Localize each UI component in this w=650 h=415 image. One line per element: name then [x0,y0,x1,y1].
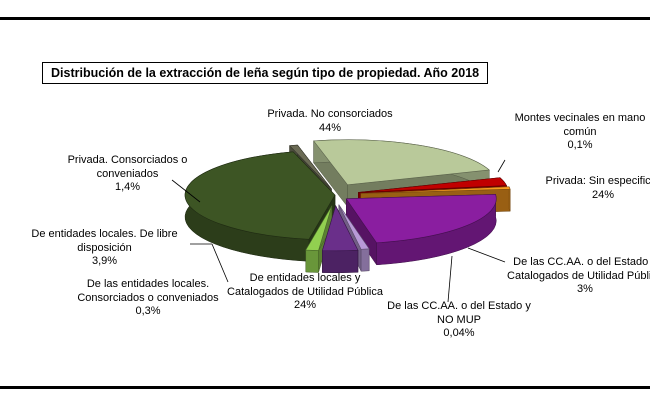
label-entidades-mup: De entidades locales y Catalogados de Ut… [227,272,383,311]
leader-line-4 [447,255,453,303]
pie-top-layer [184,139,511,252]
leader-lines [171,159,506,303]
pie-slice-top-5 [345,194,497,244]
pie-slice-top-6 [338,204,370,250]
label-privada-consorciados: Privada. Consorciados o conveniados 1,4% [67,154,188,193]
label-montes-vecinales: Montes vecinales en mano común 0,1% [514,112,646,151]
pie-slice-top-2 [313,139,490,186]
label-privada-sin-especificar: Privada: Sin especificar 24% [545,175,650,201]
chart-title: Distribución de la extracción de leña se… [42,62,489,84]
pie-slice-rim-4 [508,186,511,212]
leader-line-1 [171,179,201,203]
pie-slice-top-7 [321,204,359,252]
pie-slice-top-0 [184,151,336,240]
top-border-rule [0,17,650,20]
leader-line-5 [467,247,506,263]
label-ccaa-mup: De las CC.AA. o del Estado y Catalogados… [507,256,650,295]
pie-slice-top-1 [288,144,332,190]
pie-slice-rim-6 [360,248,370,272]
label-entidades-libre: De entidades locales. De libre disposici… [31,228,178,267]
bottom-border-rule [0,386,650,389]
pie-slice-rim-8 [305,249,319,273]
pie-slice-top-3 [358,177,508,193]
label-entidades-consorciados: De las entidades locales. Consorciados o… [77,278,219,317]
pie-slice-top-4 [360,186,511,194]
pie-slice-top-8 [305,205,333,251]
leader-line-3 [211,243,229,283]
leader-line-0 [497,159,506,173]
label-privada-no-consorciados: Privada. No consorciados 44% [267,108,393,134]
label-ccaa-no-mup: De las CC.AA. o del Estado y NO MUP 0,04… [387,300,531,339]
pie-slice-rim-7 [322,250,359,274]
